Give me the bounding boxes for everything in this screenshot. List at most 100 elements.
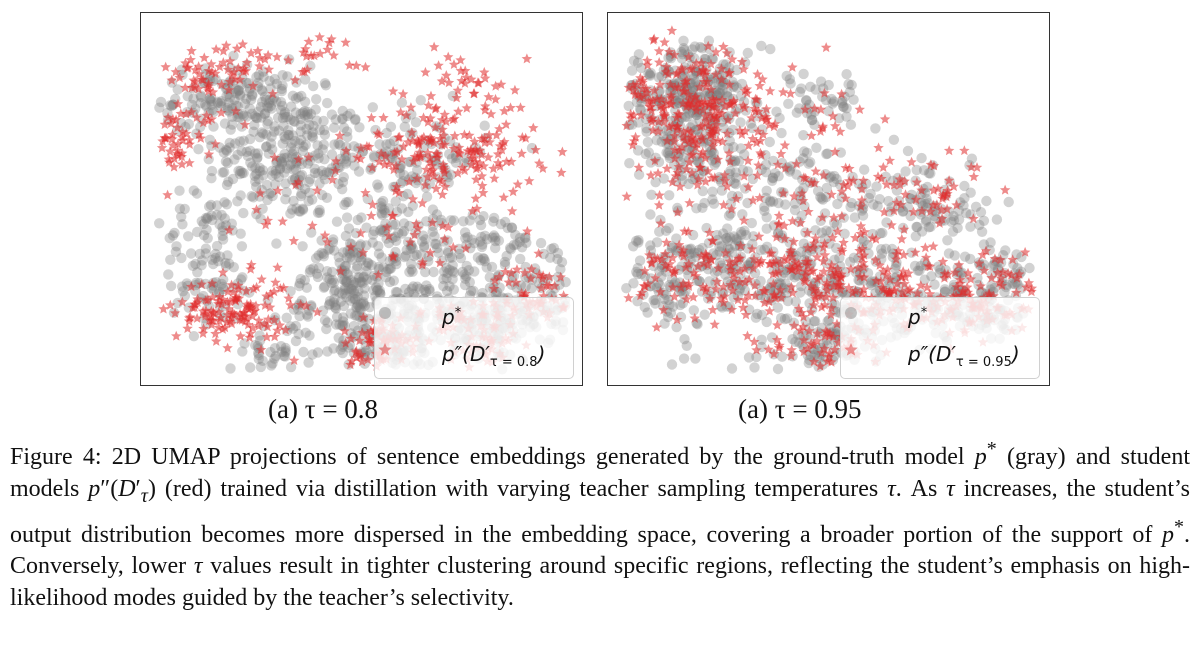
gray-point bbox=[450, 157, 462, 168]
red-star-point bbox=[721, 47, 733, 58]
red-star-point bbox=[858, 175, 869, 186]
red-star-point bbox=[828, 212, 840, 223]
gray-point bbox=[845, 119, 857, 130]
gray-point bbox=[939, 286, 951, 297]
gray-point bbox=[244, 103, 255, 114]
gray-point bbox=[270, 165, 282, 176]
red-star-point bbox=[171, 330, 182, 341]
gray-point bbox=[970, 201, 982, 212]
red-star-point bbox=[855, 220, 867, 231]
red-star-point bbox=[719, 100, 730, 111]
gray-point bbox=[351, 310, 362, 321]
gray-point bbox=[1024, 262, 1035, 274]
red-star-point bbox=[534, 158, 545, 168]
gray-point bbox=[287, 204, 298, 215]
gray-point bbox=[660, 225, 672, 236]
gray-point bbox=[769, 168, 781, 179]
figure-caption: Figure 4: 2D UMAP projections of sentenc… bbox=[10, 438, 1190, 611]
red-star-point bbox=[623, 292, 634, 303]
red-star-point bbox=[943, 175, 955, 186]
red-star-point bbox=[230, 295, 241, 306]
gray-point bbox=[848, 252, 860, 263]
gray-point bbox=[380, 207, 391, 219]
red-star-point bbox=[177, 126, 188, 137]
red-star-point bbox=[928, 160, 940, 171]
gray-point bbox=[339, 320, 350, 331]
red-star-point bbox=[771, 231, 782, 242]
gray-point bbox=[799, 146, 810, 157]
red-star-point bbox=[733, 253, 744, 264]
red-star-point bbox=[466, 159, 477, 170]
gray-point bbox=[188, 331, 200, 342]
red-star-point bbox=[679, 225, 690, 236]
gray-point bbox=[462, 231, 473, 243]
gray-point bbox=[441, 262, 452, 274]
red-star-point bbox=[169, 307, 181, 318]
gray-point bbox=[295, 113, 306, 125]
red-star-point bbox=[710, 69, 721, 79]
red-star-point bbox=[216, 79, 227, 90]
gray-point bbox=[330, 114, 341, 125]
red-star-point bbox=[161, 132, 172, 143]
gray-point bbox=[685, 243, 697, 254]
red-star-point bbox=[700, 252, 712, 263]
gray-point bbox=[232, 85, 244, 97]
gray-point bbox=[383, 203, 395, 214]
gray-point bbox=[232, 196, 243, 207]
red-star-point bbox=[289, 74, 301, 85]
gray-point bbox=[633, 235, 644, 246]
red-star-point bbox=[689, 312, 700, 323]
gray-point bbox=[806, 109, 817, 120]
gray-point bbox=[379, 204, 390, 216]
red-star-point bbox=[814, 271, 825, 282]
gray-point bbox=[342, 268, 353, 279]
red-star-point bbox=[506, 205, 518, 216]
red-star-point bbox=[165, 118, 177, 129]
gray-point bbox=[229, 94, 240, 106]
gray-point bbox=[742, 47, 753, 59]
red-star-point bbox=[975, 280, 986, 291]
gray-point bbox=[224, 92, 236, 103]
gray-point bbox=[200, 212, 212, 224]
red-star-point bbox=[202, 294, 214, 305]
gray-point bbox=[345, 284, 357, 295]
gray-point bbox=[403, 206, 414, 218]
gray-point bbox=[196, 260, 207, 271]
red-star-point bbox=[715, 293, 727, 304]
gray-point bbox=[313, 262, 325, 274]
gray-point bbox=[444, 281, 455, 292]
red-star-point bbox=[751, 94, 763, 105]
umap-plot-tau-0-8: p* p″(D′τ = 0.8) bbox=[140, 12, 583, 386]
red-star-point bbox=[826, 189, 837, 200]
red-star-point bbox=[199, 52, 210, 63]
red-star-point bbox=[804, 325, 815, 336]
gray-point bbox=[192, 267, 203, 278]
gray-point bbox=[645, 67, 656, 79]
gray-point bbox=[367, 274, 378, 286]
gray-point bbox=[718, 228, 729, 239]
red-star-point bbox=[420, 66, 431, 77]
gray-point bbox=[358, 297, 369, 308]
red-star-point bbox=[720, 247, 731, 258]
gray-point bbox=[308, 80, 319, 92]
gray-point bbox=[334, 319, 345, 330]
gray-point bbox=[419, 284, 430, 295]
red-star-point bbox=[857, 257, 869, 268]
gray-point bbox=[965, 187, 976, 198]
gray-point bbox=[171, 241, 182, 252]
gray-point bbox=[324, 273, 335, 285]
gray-point bbox=[729, 177, 740, 189]
red-star-point bbox=[876, 173, 887, 184]
gray-point bbox=[337, 274, 348, 285]
red-star-point bbox=[661, 61, 672, 72]
gray-point bbox=[666, 274, 678, 285]
red-star-point bbox=[995, 254, 1006, 265]
red-star-point bbox=[422, 116, 434, 127]
gray-point bbox=[280, 351, 291, 362]
gray-point bbox=[352, 260, 363, 272]
gray-point bbox=[727, 247, 738, 258]
gray-point bbox=[663, 294, 674, 306]
gray-point bbox=[348, 247, 359, 258]
red-star-point bbox=[216, 107, 227, 118]
gray-point bbox=[490, 232, 501, 243]
